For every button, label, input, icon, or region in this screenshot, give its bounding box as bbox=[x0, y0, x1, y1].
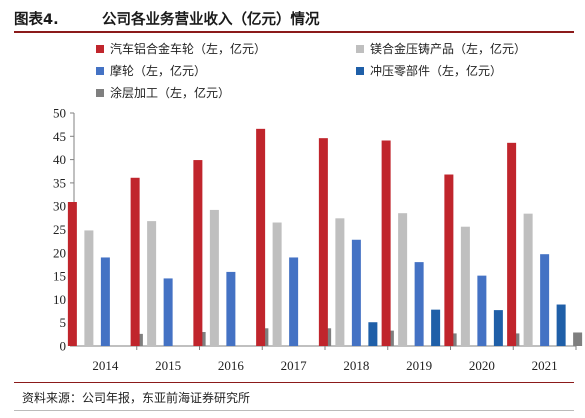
figure-header: 图表4. 公司各业务营业收入（亿元）情况 bbox=[14, 6, 572, 30]
bar bbox=[272, 222, 282, 346]
legend-item-stamping: 冲压零部件（左，亿元） bbox=[356, 62, 502, 79]
bar-chart: 0 5 10 15 20 25 30 35 40 45 50 2014 2015 2016 2017 2018… bbox=[53, 106, 583, 373]
figure-title: 公司各业务营业收入（亿元）情况 bbox=[102, 12, 320, 28]
bar bbox=[398, 213, 408, 346]
legend-item-wheels: 汽车铝合金车轮（左，亿元） bbox=[96, 40, 266, 57]
bar bbox=[381, 140, 391, 346]
y-tick-label: 10 bbox=[53, 292, 66, 307]
bar bbox=[163, 278, 173, 346]
bar bbox=[460, 226, 470, 346]
bar bbox=[431, 309, 441, 346]
bar bbox=[507, 142, 517, 346]
x-tick-label: 2020 bbox=[469, 358, 495, 373]
bar bbox=[100, 257, 110, 346]
y-tick-label: 15 bbox=[53, 269, 66, 284]
x-tick-label: 2018 bbox=[343, 358, 369, 373]
x-tick-label: 2016 bbox=[218, 358, 245, 373]
bar bbox=[556, 304, 566, 346]
legend-label: 镁合金压铸产品（左，亿元） bbox=[370, 42, 527, 56]
bar bbox=[67, 202, 77, 346]
y-tick-label: 25 bbox=[53, 222, 66, 237]
x-tick-label: 2017 bbox=[281, 358, 308, 373]
y-tick-label: 30 bbox=[53, 199, 66, 214]
y-tick-label: 50 bbox=[53, 106, 66, 121]
y-tick-label: 40 bbox=[53, 152, 66, 167]
y-tick-label: 20 bbox=[53, 245, 66, 260]
bottom-divider bbox=[14, 410, 574, 411]
title-divider bbox=[14, 31, 574, 33]
x-tick-label: 2014 bbox=[92, 358, 119, 373]
bar bbox=[414, 262, 424, 346]
bar bbox=[368, 322, 378, 346]
legend-item-motorcycle-wheels: 摩轮（左，亿元） bbox=[96, 62, 206, 79]
y-tick-label: 35 bbox=[53, 175, 66, 190]
bar bbox=[523, 213, 533, 346]
legend-label: 冲压零部件（左，亿元） bbox=[370, 64, 503, 78]
y-tick-label: 5 bbox=[60, 315, 67, 330]
bar bbox=[351, 239, 361, 346]
bar bbox=[335, 218, 345, 346]
source-note: 资料来源：公司年报，东亚前海证券研究所 bbox=[22, 391, 251, 405]
bar bbox=[226, 271, 236, 346]
x-tick-label: 2015 bbox=[155, 358, 181, 373]
y-tick-label: 45 bbox=[53, 129, 66, 144]
legend-label: 涂层加工（左，亿元） bbox=[110, 86, 231, 100]
bar bbox=[477, 275, 487, 346]
bar bbox=[540, 254, 550, 346]
legend-item-magnesium: 镁合金压铸产品（左，亿元） bbox=[356, 40, 526, 57]
bar bbox=[289, 257, 299, 346]
bar bbox=[493, 310, 503, 346]
legend-label: 摩轮（左，亿元） bbox=[110, 64, 207, 78]
legend-swatch bbox=[356, 44, 364, 53]
figure-label: 图表4. bbox=[14, 12, 59, 28]
x-tick-label: 2019 bbox=[406, 358, 432, 373]
bar bbox=[209, 209, 219, 346]
legend-item-coating: 涂层加工（左，亿元） bbox=[96, 84, 230, 101]
bar bbox=[193, 160, 203, 346]
bar bbox=[318, 138, 328, 346]
x-tick-label: 2021 bbox=[532, 358, 558, 373]
legend-label: 汽车铝合金车轮（左，亿元） bbox=[110, 42, 267, 56]
y-tick-label: 0 bbox=[60, 339, 67, 354]
bar bbox=[130, 177, 140, 346]
source-divider bbox=[14, 382, 574, 383]
legend-swatch bbox=[96, 66, 104, 75]
legend-swatch bbox=[356, 66, 364, 75]
legend-swatch bbox=[96, 88, 104, 97]
bar bbox=[573, 332, 583, 346]
bar bbox=[147, 221, 157, 346]
bar bbox=[444, 174, 454, 346]
bar bbox=[256, 128, 266, 346]
legend-swatch bbox=[96, 44, 104, 53]
bar bbox=[84, 230, 94, 346]
